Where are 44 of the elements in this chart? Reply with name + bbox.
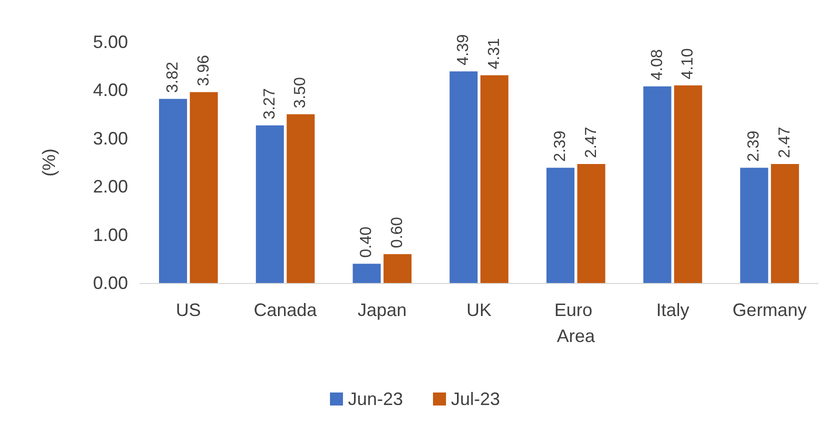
data-label: 3.27 — [261, 88, 278, 120]
y-tick-label: 4.00 — [92, 80, 128, 100]
bar — [190, 92, 218, 283]
data-label: 2.47 — [776, 126, 794, 158]
data-label: 3.82 — [164, 62, 182, 93]
bar — [450, 71, 478, 283]
bar — [770, 164, 799, 283]
data-label: 3.50 — [292, 77, 310, 108]
y-tick-label: 2.00 — [92, 176, 128, 197]
bar — [674, 85, 702, 283]
data-label: 2.39 — [746, 130, 763, 162]
bar — [546, 168, 574, 283]
y-tick-label: 3.00 — [92, 128, 128, 148]
x-tick-label: Italy — [656, 300, 690, 320]
y-tick-label: 0.00 — [92, 273, 128, 293]
x-tick-label: Germany — [732, 300, 807, 320]
data-label: 4.39 — [455, 34, 472, 66]
bar — [577, 164, 606, 283]
data-label: 3.96 — [195, 54, 212, 86]
data-label: 4.10 — [680, 48, 697, 80]
y-tick-label: 5.00 — [92, 32, 128, 52]
bar — [643, 86, 672, 283]
bar — [384, 254, 412, 283]
legend-label: Jul-23 — [451, 389, 500, 409]
x-tick-label: Euro Area — [554, 300, 598, 346]
legend-label: Jun-23 — [348, 389, 404, 409]
data-label: 2.47 — [582, 126, 600, 158]
bar — [352, 264, 381, 283]
bar — [256, 125, 284, 283]
bar — [159, 98, 188, 283]
data-label: 0.40 — [358, 226, 376, 258]
data-label: 4.08 — [648, 49, 666, 80]
bar — [740, 168, 768, 283]
y-axis-title: (%) — [39, 148, 59, 176]
data-label: 2.39 — [552, 130, 569, 162]
x-tick-label: Japan — [358, 300, 407, 320]
x-tick-label: Canada — [254, 300, 318, 320]
x-tick-label: UK — [466, 300, 492, 320]
data-label: 4.31 — [486, 38, 503, 70]
data-label: 0.60 — [389, 216, 406, 248]
y-tick-label: 1.00 — [92, 224, 128, 245]
bar — [480, 75, 508, 283]
x-tick-label: US — [176, 300, 201, 320]
bar — [286, 114, 315, 283]
